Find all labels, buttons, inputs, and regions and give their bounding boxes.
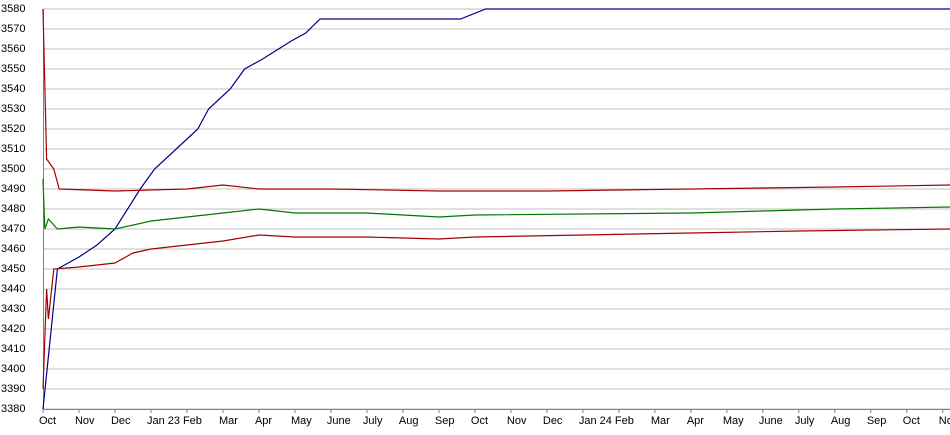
x-tick-label: Mar — [219, 415, 238, 427]
x-tick-label: Feb — [615, 415, 634, 427]
y-tick-label: 3510 — [1, 143, 25, 155]
x-tick-label: Nov — [75, 415, 95, 427]
x-tick-label: June — [759, 415, 783, 427]
x-tick-label: Sep — [867, 415, 887, 427]
y-tick-label: 3410 — [1, 343, 25, 355]
x-tick-label: Apr — [687, 415, 704, 427]
y-tick-label: 3530 — [1, 103, 25, 115]
y-tick-label: 3480 — [1, 203, 25, 215]
x-tick-label: Sep — [435, 415, 455, 427]
y-tick-label: 3450 — [1, 263, 25, 275]
series-line — [42, 178, 950, 230]
x-tick-label: Nov — [507, 415, 527, 427]
y-tick-label: 3390 — [1, 383, 25, 395]
y-tick-label: 3400 — [1, 363, 25, 375]
y-tick-label: 3460 — [1, 243, 25, 255]
x-tick-label: June — [327, 415, 351, 427]
y-tick-label: 3550 — [1, 63, 25, 75]
x-tick-label: July — [363, 415, 383, 427]
x-tick-label: Jan 23 — [147, 415, 180, 427]
x-tick-label: Feb — [183, 415, 202, 427]
x-tick-label: July — [795, 415, 815, 427]
x-tick-label: Dec — [111, 415, 131, 427]
y-tick-label: 3380 — [1, 403, 25, 415]
y-tick-label: 3540 — [1, 83, 25, 95]
y-tick-label: 3430 — [1, 303, 25, 315]
y-tick-label: 3420 — [1, 323, 25, 335]
x-tick-label: Mar — [651, 415, 670, 427]
y-tick-label: 3580 — [1, 3, 25, 15]
y-tick-label: 3470 — [1, 223, 25, 235]
y-tick-label: 3560 — [1, 43, 25, 55]
y-tick-label: 3520 — [1, 123, 25, 135]
series-line — [42, 8, 950, 192]
y-tick-label: 3570 — [1, 23, 25, 35]
x-tick-label: Oct — [903, 415, 920, 427]
x-tick-label: Aug — [831, 415, 851, 427]
x-tick-label: Aug — [399, 415, 419, 427]
x-tick-label: Apr — [255, 415, 272, 427]
y-tick-label: 3490 — [1, 183, 25, 195]
series-line — [42, 228, 950, 390]
x-tick-label: May — [291, 415, 312, 427]
series-line — [42, 8, 950, 410]
y-tick-label: 3440 — [1, 283, 25, 295]
y-tick-label: 3500 — [1, 163, 25, 175]
x-tick-label: May — [723, 415, 744, 427]
x-tick-label: Oct — [39, 415, 56, 427]
x-tick-label: Oct — [471, 415, 488, 427]
x-tick-label: Jan 24 — [579, 415, 612, 427]
x-tick-label: No — [939, 415, 950, 427]
x-tick-label: Dec — [543, 415, 563, 427]
